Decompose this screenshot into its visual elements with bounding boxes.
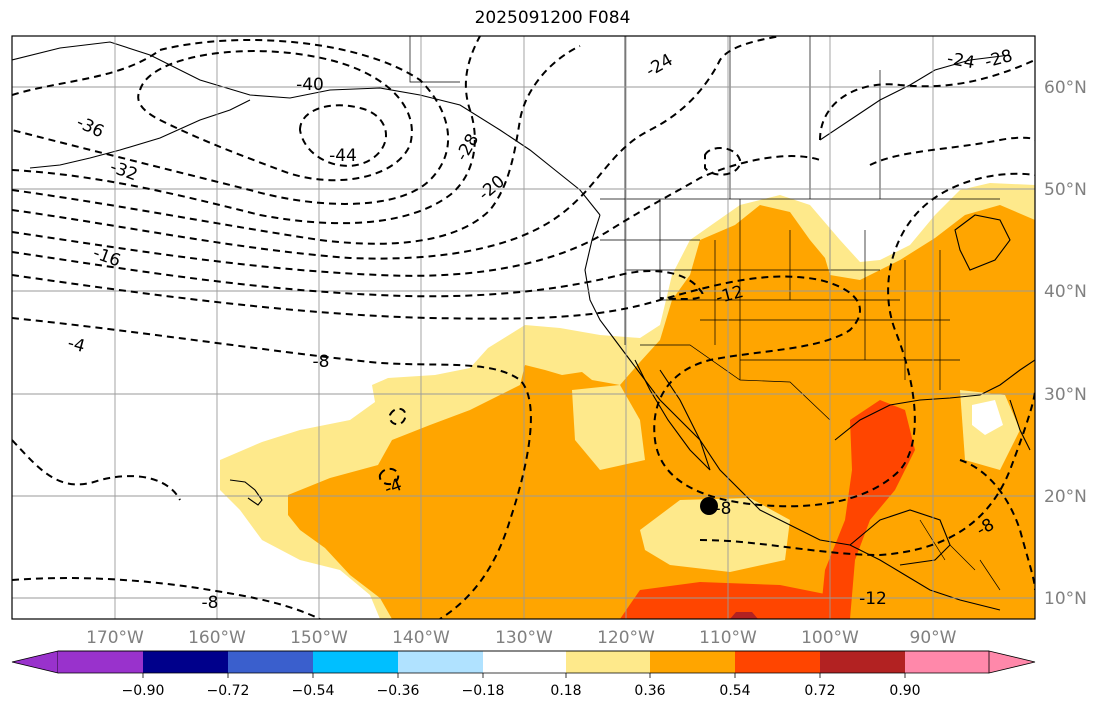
map-title: 2025091200 F084 (474, 8, 631, 28)
lon-label: 120°W (597, 628, 655, 648)
latitude-labels: 60°N 50°N 40°N 30°N 20°N 10°N (1044, 78, 1087, 609)
colorbar-extend-high (988, 650, 1036, 674)
alaska-canada-border (409, 36, 460, 83)
canada-provinces (624, 36, 881, 199)
contour-4 (12, 439, 321, 619)
lon-label: 90°W (910, 628, 957, 648)
colorbar-swatch (820, 651, 906, 673)
political-borders (409, 36, 1001, 591)
field-band-0.72 (730, 612, 758, 619)
central-america-borders (919, 519, 1001, 591)
colorbar-label: −0.18 (462, 683, 505, 699)
contour-east-8 (959, 459, 1035, 591)
contour-small-1 (388, 407, 407, 426)
field-band-0.54-south (620, 582, 840, 619)
colorbar-label: −0.36 (377, 683, 420, 699)
west-coast (584, 214, 1001, 611)
lat-label: 20°N (1044, 487, 1087, 507)
contour-8-east (699, 389, 1035, 557)
contour-label: -8 (313, 352, 330, 372)
contour-28 (12, 45, 581, 245)
hawaii (229, 479, 263, 506)
lon-label: 100°W (801, 628, 859, 648)
lon-label: 130°W (495, 628, 553, 648)
lat-label: 10°N (1044, 589, 1087, 609)
colorbar-swatch (566, 651, 652, 673)
colorbar-label: −0.54 (292, 683, 335, 699)
florida (1009, 399, 1031, 451)
colorbar: −0.90 −0.72 −0.54 −0.36 −0.18 0.18 0.36 … (11, 650, 1036, 699)
gulf-coast (834, 359, 1035, 441)
lat-label: 30°N (1044, 385, 1087, 405)
colorbar-swatch (483, 651, 569, 673)
lon-label: 110°W (699, 628, 757, 648)
longitude-labels: 170°W 160°W 150°W 140°W 130°W 120°W 110°… (86, 628, 957, 648)
contour-label: -44 (329, 146, 357, 166)
colorbar-label: −0.90 (122, 683, 165, 699)
field-pale-patch-2 (640, 498, 790, 572)
colorbar-swatch (313, 651, 399, 673)
storm-center-marker (700, 497, 718, 515)
coastlines (12, 41, 1035, 611)
colorbar-swatch (905, 651, 989, 673)
colorbar-label: 0.36 (634, 683, 665, 699)
colorbar-ticks (142, 673, 906, 678)
map-frame (11, 35, 1036, 620)
contour-east-canada (819, 59, 1035, 166)
colorbar-swatch (398, 651, 484, 673)
contour-16 (12, 251, 704, 301)
colorbar-swatch (228, 651, 314, 673)
contour-20 (12, 155, 821, 277)
lat-label: 60°N (1044, 78, 1087, 98)
contour-12 (12, 172, 1035, 508)
lon-label: 150°W (290, 628, 348, 648)
colorbar-outline (58, 650, 989, 674)
shaded-field (220, 183, 1035, 619)
baja-california (634, 359, 711, 471)
yucatan (849, 509, 951, 566)
contour-label: -24 (945, 49, 976, 74)
contour-44 (298, 104, 387, 167)
contour-label: -4 (382, 475, 405, 500)
contour-label: -4 (66, 333, 88, 357)
colorbar-extend-low (11, 650, 59, 674)
lat-label: 50°N (1044, 180, 1087, 200)
dashed-contours (12, 36, 1035, 619)
colorbar-label: −0.72 (207, 683, 250, 699)
contour-8 (12, 317, 532, 619)
field-hole-east-white (972, 400, 1003, 435)
contour-label: -8 (202, 593, 219, 613)
aleutians (29, 99, 251, 169)
great-lakes (954, 214, 1011, 271)
state-lines (600, 199, 960, 390)
contour-label: -12 (859, 589, 887, 609)
contour-40 (137, 50, 413, 182)
lat-label: 40°N (1044, 282, 1087, 302)
colorbar-label: 0.54 (719, 683, 750, 699)
colorbar-label: 0.18 (550, 683, 581, 699)
lon-label: 160°W (188, 628, 246, 648)
colorbar-swatch (58, 651, 144, 673)
colorbar-swatch (650, 651, 736, 673)
colorbar-swatch (143, 651, 229, 673)
alaska-coast (12, 41, 601, 216)
contour-24 (12, 36, 781, 260)
contour-32 (12, 36, 481, 225)
contour-label: -8 (715, 499, 732, 519)
lon-label: 170°W (86, 628, 144, 648)
contour-36 (12, 39, 450, 205)
contour-label: -40 (296, 75, 324, 95)
contour-canada-low (704, 147, 742, 176)
contour-small-2 (378, 467, 400, 486)
graticule (12, 36, 1035, 619)
lon-label: 140°W (392, 628, 450, 648)
field-pale-patch-1 (572, 385, 645, 470)
colorbar-label: 0.90 (889, 683, 920, 699)
field-band-0.54-gulf (820, 400, 915, 619)
colorbar-label: 0.72 (804, 683, 835, 699)
colorbar-swatch (735, 651, 821, 673)
